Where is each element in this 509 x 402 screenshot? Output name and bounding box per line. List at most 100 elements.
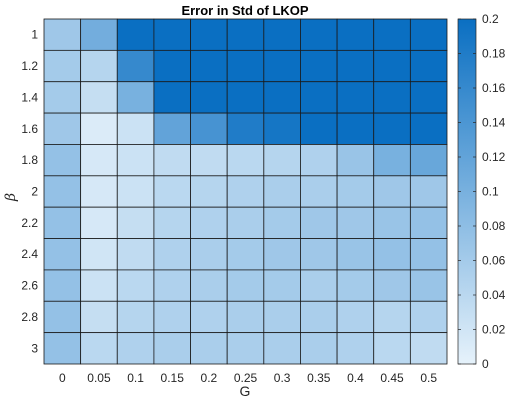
heatmap-cell [190, 18, 228, 51]
heatmap-cell [300, 332, 338, 365]
heatmap-cell [226, 49, 265, 83]
y-tick-label: 2 [31, 185, 38, 199]
heatmap-cell [263, 144, 301, 177]
heatmap-cell [300, 18, 338, 51]
heatmap-cell [116, 112, 155, 145]
heatmap-cell [43, 144, 82, 177]
heatmap-cell [116, 206, 155, 239]
heatmap-cell [226, 238, 265, 271]
y-tick-label: 1.4 [21, 90, 38, 104]
colorbar-tick-label: 0.08 [482, 219, 506, 233]
heatmap-cell [409, 18, 448, 51]
heatmap-cell [336, 269, 375, 302]
heatmap-cell [80, 175, 118, 208]
heatmap-cell [190, 175, 228, 208]
heatmap-cell [153, 112, 191, 145]
heatmap-cell [373, 144, 411, 177]
heatmap-cell [373, 81, 411, 114]
heatmap-cell [300, 206, 338, 239]
heatmap-cell [80, 18, 118, 51]
y-tick-label: 2.4 [21, 247, 38, 261]
heatmap-cell [80, 269, 118, 302]
colorbar-tick-label: 0.2 [482, 12, 499, 26]
heatmap-cell [336, 332, 375, 365]
heatmap-cell [153, 238, 191, 271]
colorbar-tick-label: 0.02 [482, 323, 506, 337]
heatmap-cell [409, 112, 448, 145]
heatmap-cell [336, 49, 375, 83]
x-tick-label: 0.1 [127, 371, 144, 385]
heatmap-cell [373, 332, 411, 365]
colorbar-tick-label: 0.18 [482, 47, 506, 61]
heatmap-cell [300, 175, 338, 208]
heatmap-cell [263, 49, 301, 83]
heatmap-cell [153, 300, 191, 334]
heatmap-cell [153, 332, 191, 365]
x-tick-label: 0.4 [347, 371, 364, 385]
heatmap-cell [409, 238, 448, 271]
heatmap-cell [300, 238, 338, 271]
heatmap-cell [300, 81, 338, 114]
heatmap-cell [409, 300, 448, 334]
heatmap-cell [43, 269, 82, 302]
heatmap-cell [373, 206, 411, 239]
x-tick-label: 0.15 [161, 371, 185, 385]
heatmap-cell [373, 49, 411, 83]
heatmap-cell [226, 300, 265, 334]
heatmap-cell [373, 112, 411, 145]
heatmap-cell [373, 238, 411, 271]
heatmap-cell [226, 175, 265, 208]
heatmap-cell [336, 238, 375, 271]
colorbar-tick-label: 0.16 [482, 81, 506, 95]
x-tick-label: 0.2 [201, 371, 218, 385]
heatmap-cell [116, 144, 155, 177]
heatmap-cell [43, 300, 82, 334]
heatmap-cell [190, 112, 228, 145]
heatmap-cell [80, 206, 118, 239]
heatmap-cell [226, 332, 265, 365]
heatmap-cell [300, 269, 338, 302]
colorbar-tick-label: 0 [482, 357, 489, 371]
heatmap-cell [373, 300, 411, 334]
heatmap-cell [409, 49, 448, 83]
heatmap-cell [43, 112, 82, 145]
heatmap-cell [43, 81, 82, 114]
heatmap-cell [153, 269, 191, 302]
heatmap-cell [116, 238, 155, 271]
heatmap-cell [263, 300, 301, 334]
colorbar-tick-label: 0.1 [482, 185, 499, 199]
colorbar-tick-label: 0.12 [482, 150, 506, 164]
x-tick-label: 0.25 [234, 371, 258, 385]
heatmap-cell [80, 238, 118, 271]
heatmap-cell [153, 175, 191, 208]
x-tick-label: 0.35 [307, 371, 331, 385]
x-axis-ticks: 0 0.05 0.1 0.15 0.2 0.25 0.3 0.35 0.4 0.45 0.5 [59, 371, 437, 385]
y-tick-label: 1 [31, 28, 38, 42]
heatmap-cell [409, 206, 448, 239]
heatmap-cell [80, 144, 118, 177]
heatmap-cell [263, 81, 301, 114]
heatmap-cell [43, 18, 82, 51]
heatmap-cell [190, 238, 228, 271]
heatmap-cell [263, 18, 301, 51]
heatmap-cell [300, 300, 338, 334]
heatmap-cell [226, 206, 265, 239]
heatmap-cell [373, 269, 411, 302]
heatmap-cell [116, 269, 155, 302]
heatmap-cell [116, 300, 155, 334]
heatmap-cell [373, 175, 411, 208]
heatmap-cell [43, 175, 82, 208]
y-axis-ticks: 1 1.2 1.4 1.6 1.8 2 2.2 2.4 2.6 2.8 3 [21, 28, 38, 356]
heatmap-cell [153, 144, 191, 177]
heatmap-cell [116, 332, 155, 365]
heatmap-cell [116, 18, 155, 51]
heatmap-cell [80, 332, 118, 365]
heatmap-cell [80, 81, 118, 114]
heatmap-cell [43, 49, 82, 83]
heatmap-cell [226, 269, 265, 302]
heatmap-cell [190, 332, 228, 365]
colorbar-tick-label: 0.04 [482, 288, 506, 302]
heatmap-cell [263, 238, 301, 271]
heatmap-cell [336, 112, 375, 145]
